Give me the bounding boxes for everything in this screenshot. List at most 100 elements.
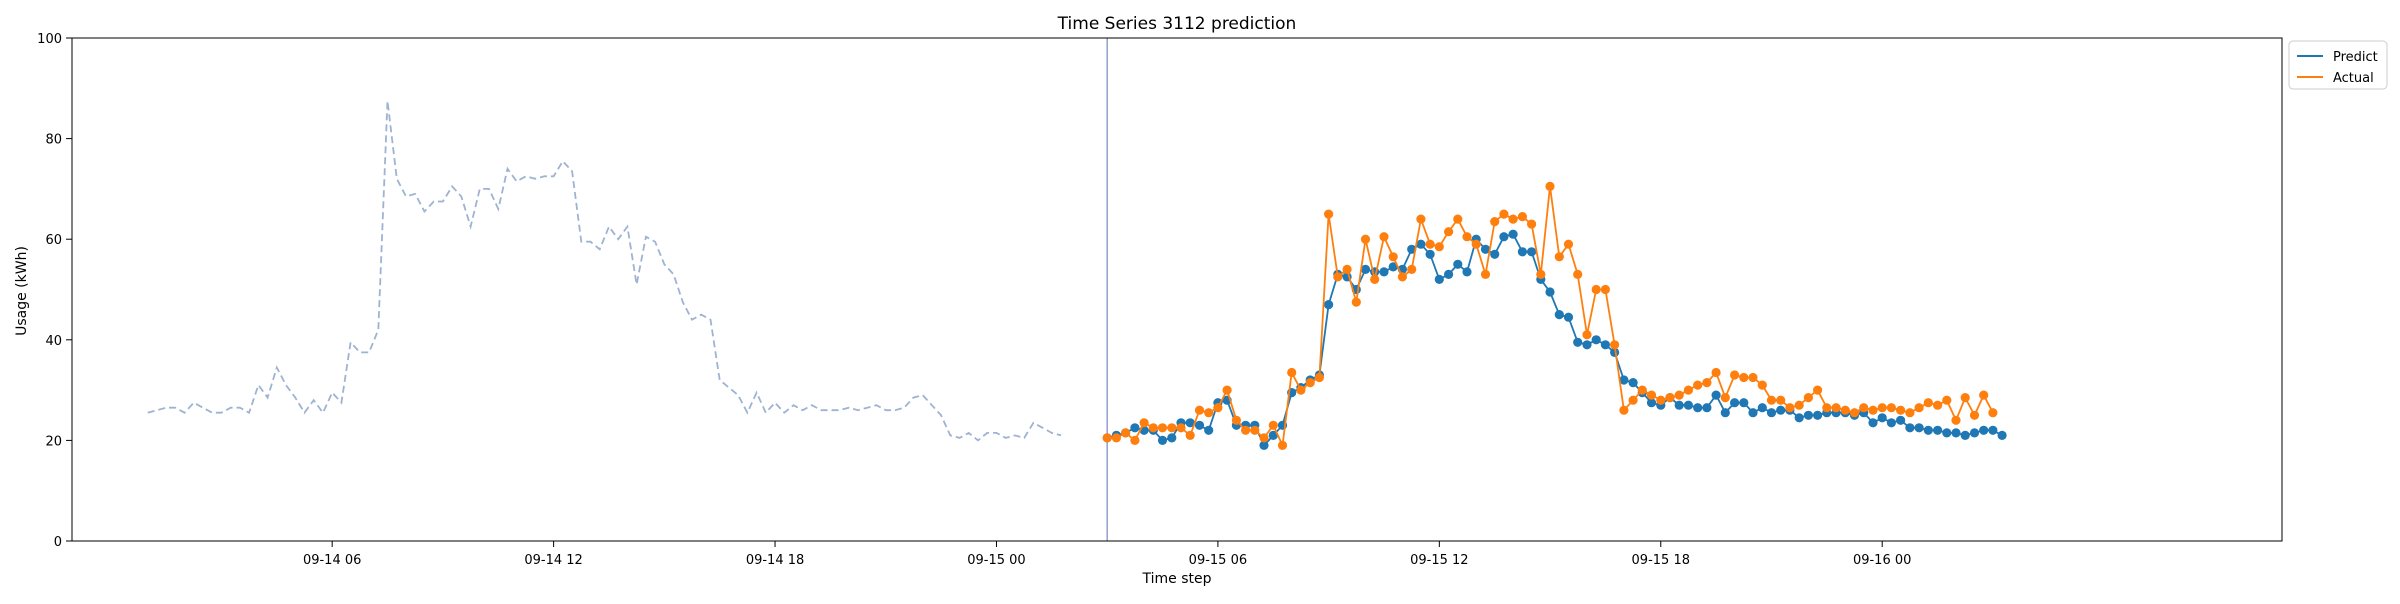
actual-point [1693, 380, 1703, 390]
actual-point [1776, 395, 1786, 405]
actual-point [1425, 239, 1435, 249]
actual-point [1886, 403, 1896, 413]
actual-point [1176, 423, 1186, 433]
actual-point [1628, 395, 1638, 405]
predict-point [1407, 244, 1417, 254]
actual-point [1185, 430, 1195, 440]
actual-point [1111, 433, 1121, 443]
actual-point [1748, 372, 1758, 383]
x-axis-label: Time step [1142, 571, 1212, 587]
actual-point [1840, 405, 1850, 415]
actual-point [1277, 440, 1288, 450]
actual-point [1194, 405, 1205, 415]
predict-point [1960, 430, 1970, 440]
actual-point [1536, 269, 1546, 279]
actual-point [1148, 423, 1158, 433]
actual-point [1157, 423, 1168, 433]
actual-point [1121, 428, 1131, 438]
predict-point [1619, 375, 1629, 385]
actual-point [1988, 408, 1998, 418]
actual-point [1527, 219, 1537, 229]
predict-point [1757, 403, 1767, 413]
actual-point [1905, 408, 1915, 418]
predict-point [1969, 428, 1980, 438]
predict-point [1416, 239, 1426, 249]
predict-point [1360, 264, 1371, 274]
predict-point [1434, 274, 1444, 284]
actual-point [1444, 227, 1454, 237]
predict-point [1268, 430, 1278, 440]
predict-point [1979, 425, 1989, 435]
history-line [147, 100, 1062, 442]
predict-point [1896, 415, 1906, 425]
legend-label-actual: Actual [2333, 71, 2374, 86]
actual-point [1508, 214, 1518, 224]
predict-point [1185, 418, 1195, 428]
actual-point [1268, 420, 1278, 430]
actual-point [1739, 372, 1749, 383]
predict-point [1739, 398, 1749, 408]
actual-point [1619, 405, 1629, 415]
predict-point [1693, 403, 1703, 413]
x-tick-label: 09-14 18 [746, 553, 804, 568]
actual-point [1674, 390, 1684, 400]
actual-point [1499, 209, 1509, 219]
predict-point [1157, 435, 1168, 445]
actual-point [1296, 385, 1306, 395]
predict-point [1324, 300, 1334, 310]
actual-point [1951, 415, 1961, 425]
predict-point [1130, 423, 1140, 433]
predict-point [1628, 378, 1638, 388]
predict-point [1803, 410, 1813, 420]
actual-point [1222, 385, 1232, 395]
actual-point [1979, 390, 1989, 400]
actual-point [1139, 418, 1149, 428]
actual-point [1204, 408, 1214, 418]
history-series-group [147, 100, 1062, 442]
x-tick-label: 09-15 18 [1632, 553, 1690, 568]
actual-point [1305, 378, 1315, 388]
actual-point [1665, 393, 1675, 403]
y-tick-label: 20 [45, 434, 62, 449]
predict-point [1582, 340, 1592, 350]
legend: Predict Actual [2288, 40, 2388, 90]
actual-point [1582, 330, 1592, 340]
legend-label-predict: Predict [2333, 50, 2378, 65]
predict-point [1194, 420, 1205, 430]
predict-point [1453, 259, 1463, 269]
actual-series-group [1102, 181, 1998, 450]
actual-point [1831, 403, 1841, 413]
actual-point [1785, 403, 1795, 413]
actual-point [1360, 234, 1371, 244]
predict-point [1868, 418, 1878, 428]
predict-point [1490, 249, 1500, 259]
x-tick-label: 09-15 12 [1410, 553, 1468, 568]
predict-point [1988, 425, 1998, 435]
actual-point [1896, 405, 1906, 415]
actual-point [1813, 385, 1823, 395]
actual-point [1942, 395, 1952, 405]
predict-point [1886, 418, 1896, 428]
x-tick-label: 09-14 06 [303, 553, 361, 568]
actual-point [1259, 433, 1269, 443]
y-tick-label: 100 [37, 32, 62, 47]
predict-point [1914, 423, 1924, 433]
actual-point [1379, 232, 1389, 242]
actual-point [1720, 393, 1730, 403]
predict-point [1462, 267, 1472, 277]
predict-point [1527, 247, 1537, 257]
predict-point [1711, 390, 1721, 400]
actual-point [1517, 212, 1527, 222]
y-tick-label: 0 [54, 535, 62, 550]
predict-point [1877, 413, 1887, 423]
predict-point [1794, 413, 1804, 423]
actual-point [1370, 274, 1380, 284]
actual-point [1859, 403, 1869, 413]
actual-point [1462, 232, 1472, 242]
predict-point [1776, 405, 1786, 415]
actual-point [1766, 395, 1777, 405]
actual-point [1213, 403, 1223, 413]
actual-point [1342, 264, 1352, 274]
predict-point [1499, 232, 1509, 242]
predict-point [1905, 423, 1915, 433]
